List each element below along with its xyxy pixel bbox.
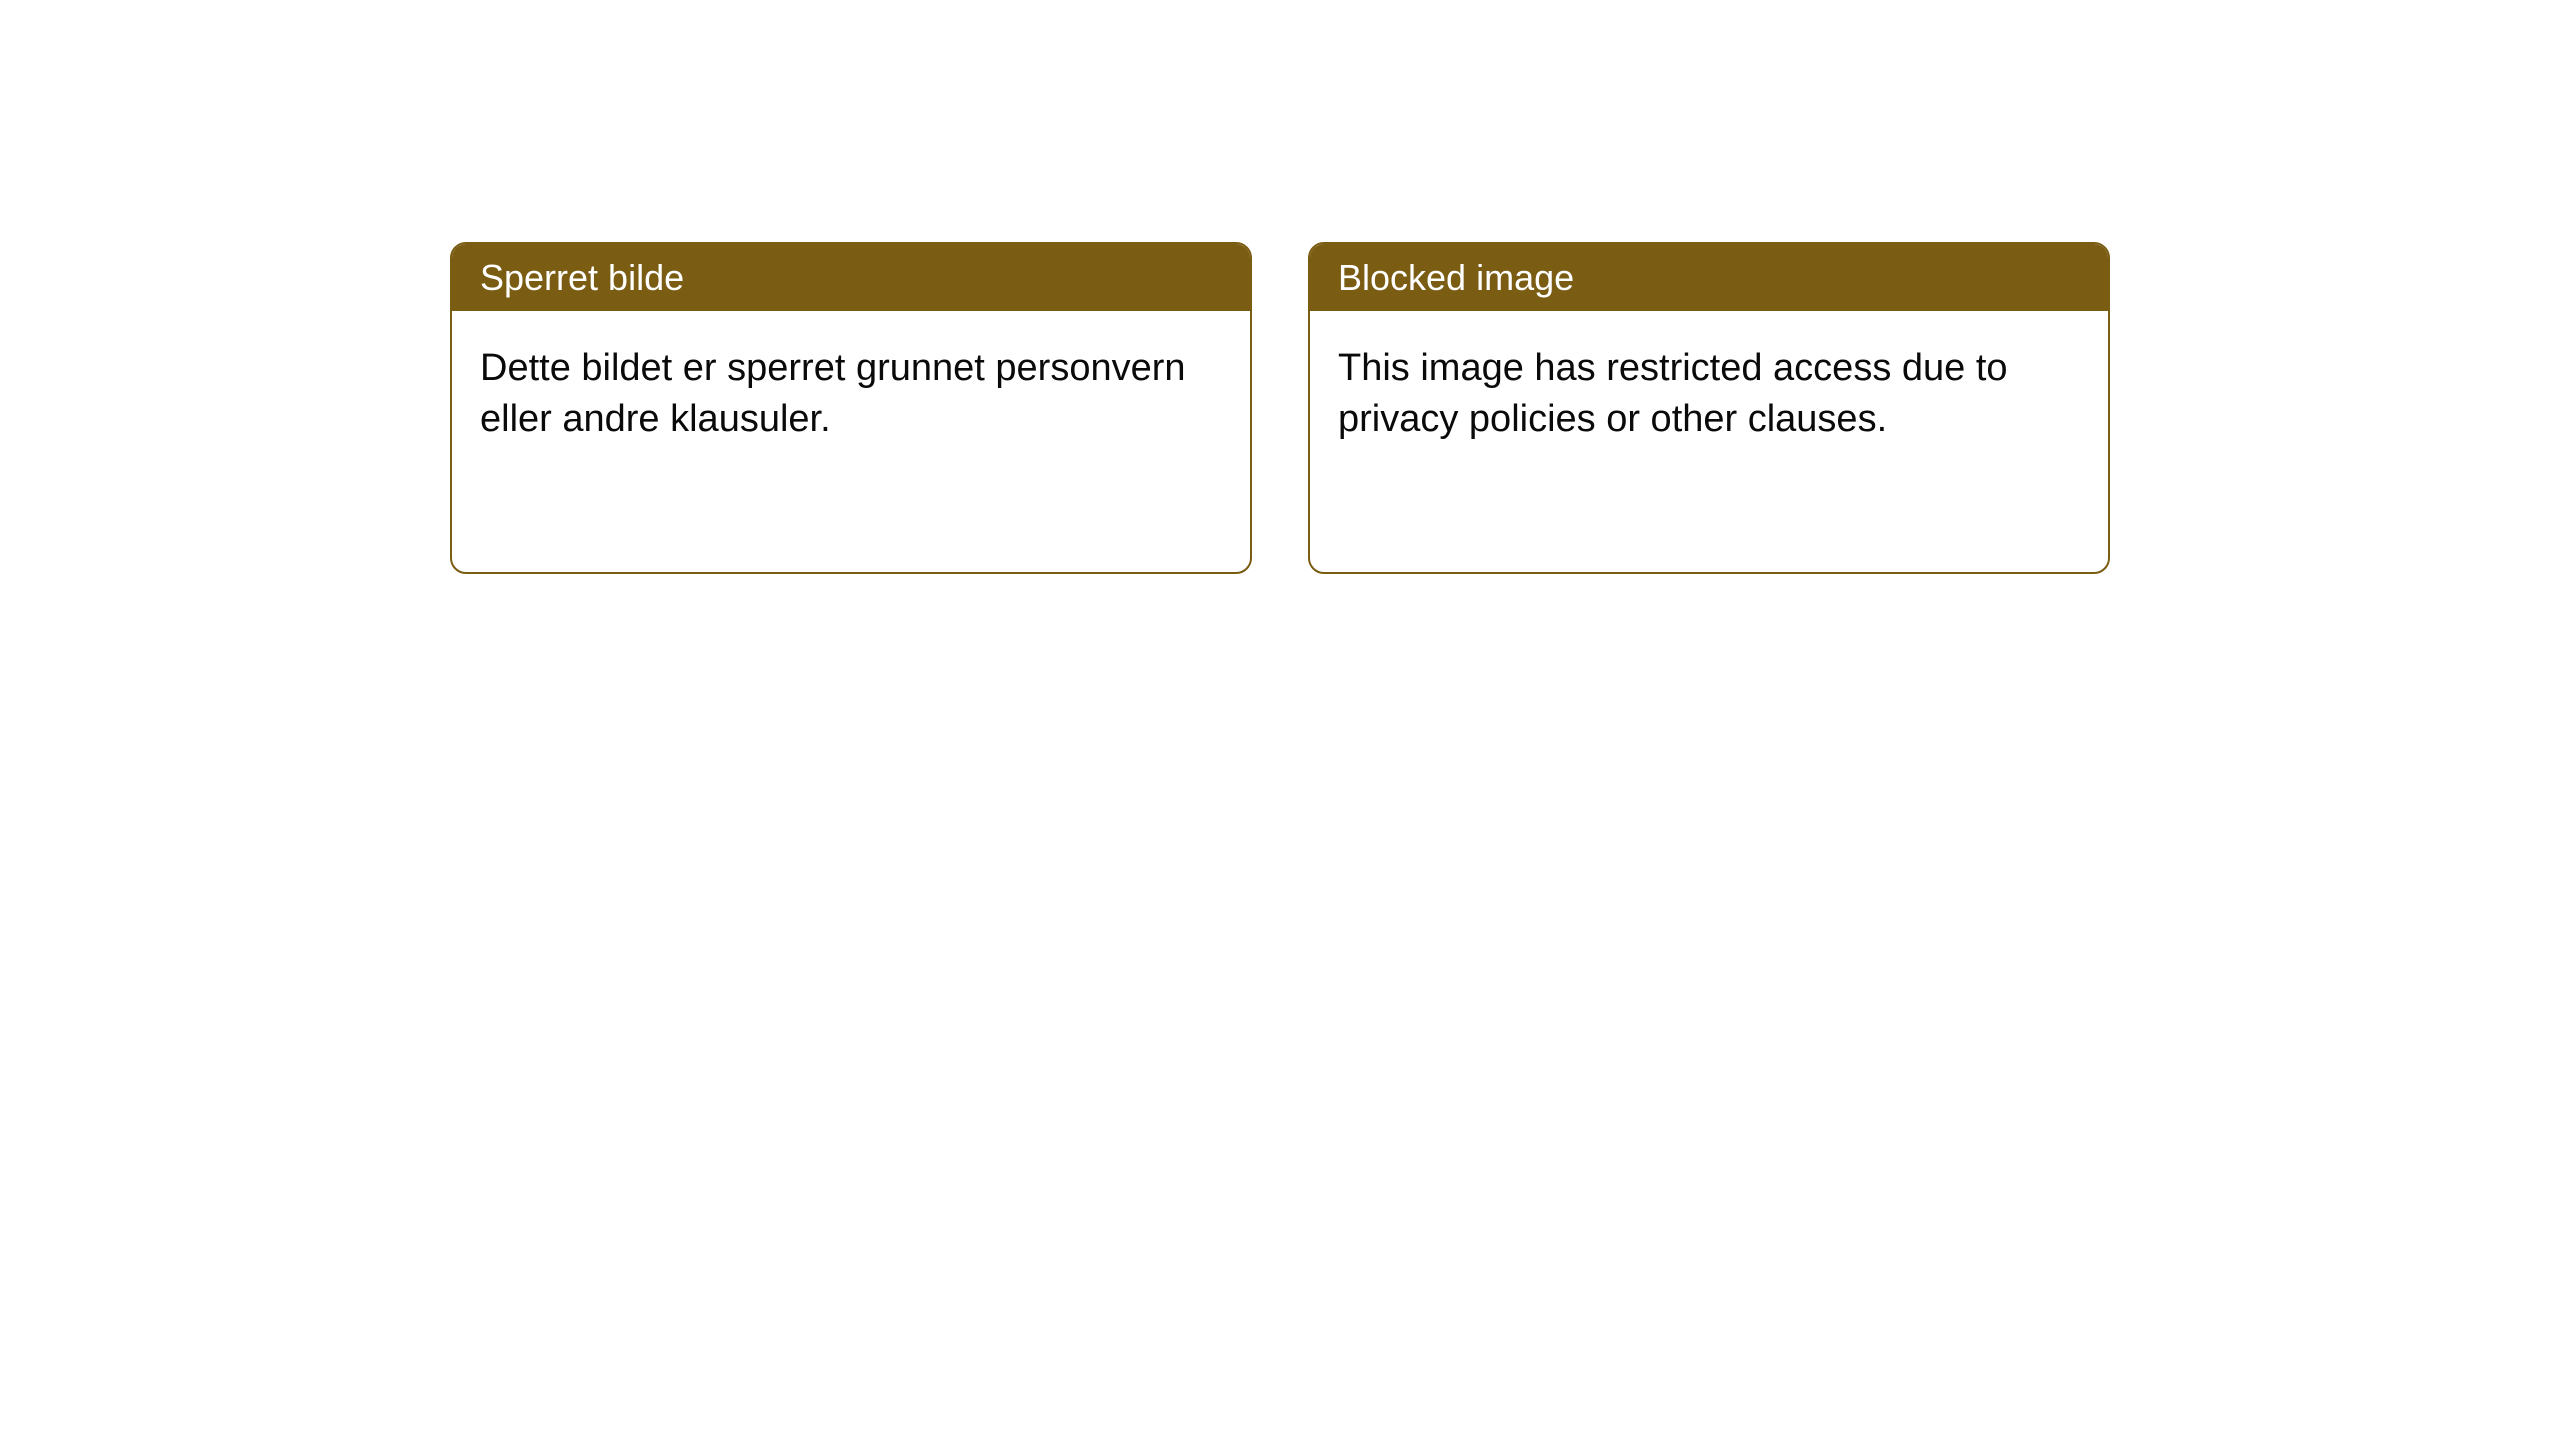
notice-card-body: This image has restricted access due to … <box>1310 311 2108 572</box>
notice-card-title: Blocked image <box>1310 244 2108 311</box>
notice-cards-container: Sperret bilde Dette bildet er sperret gr… <box>450 242 2110 574</box>
notice-card-title: Sperret bilde <box>452 244 1250 311</box>
notice-card-norwegian: Sperret bilde Dette bildet er sperret gr… <box>450 242 1252 574</box>
notice-card-body: Dette bildet er sperret grunnet personve… <box>452 311 1250 572</box>
notice-card-english: Blocked image This image has restricted … <box>1308 242 2110 574</box>
